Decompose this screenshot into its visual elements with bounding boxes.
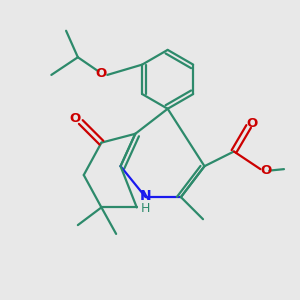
Text: O: O xyxy=(95,67,106,80)
Text: O: O xyxy=(69,112,80,125)
Text: O: O xyxy=(261,164,272,177)
Text: H: H xyxy=(141,202,150,215)
Text: O: O xyxy=(247,117,258,130)
Text: N: N xyxy=(140,189,152,202)
